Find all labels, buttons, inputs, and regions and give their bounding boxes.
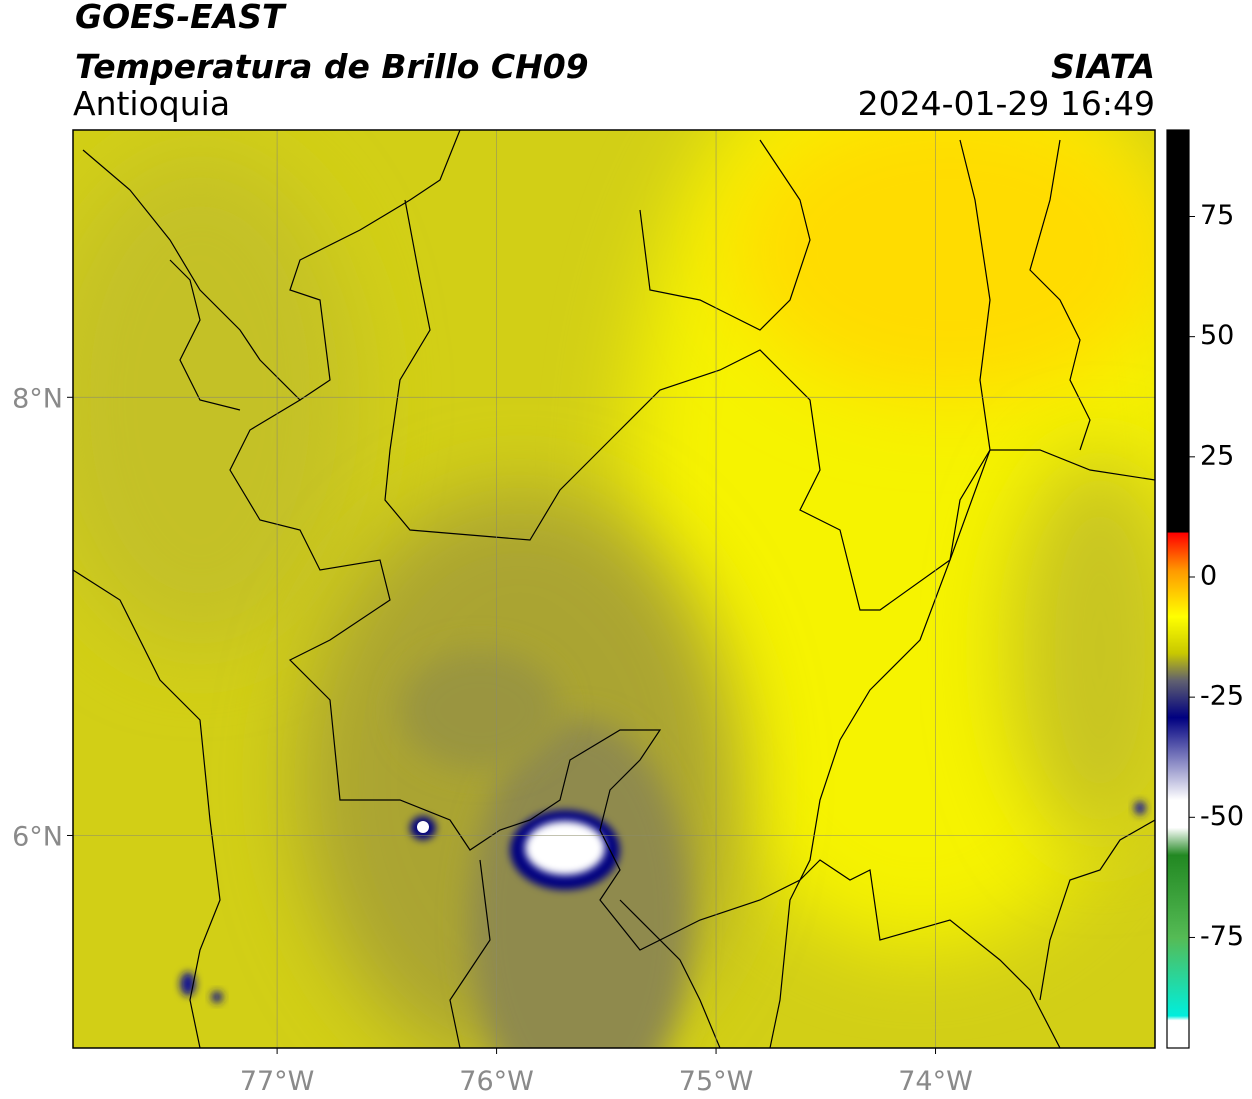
subtitle: Temperatura de Brillo CH09 bbox=[75, 47, 589, 86]
colorbar bbox=[1166, 129, 1190, 1049]
colorbar-tick-label: 75 bbox=[1200, 200, 1234, 231]
y-tick-label: 6°N bbox=[12, 821, 63, 852]
x-tick-label: 74°W bbox=[898, 1066, 973, 1097]
colorbar-tick-label: -50 bbox=[1200, 801, 1244, 832]
x-tick-label: 76°W bbox=[459, 1066, 534, 1097]
source: SIATA bbox=[1051, 47, 1155, 86]
colorbar-tick-label: -25 bbox=[1200, 681, 1244, 712]
x-tick-label: 77°W bbox=[240, 1066, 315, 1097]
colorbar-ticks: -75 -50 -25 0 25 50 75 bbox=[1189, 200, 1244, 952]
colorbar-tick-label: 0 bbox=[1200, 560, 1217, 591]
y-tick-label: 8°N bbox=[12, 383, 63, 414]
graticule: 77°W 76°W 75°W 74°W 6°N 8°N bbox=[12, 130, 1155, 1097]
map-frame bbox=[72, 129, 1156, 1049]
title: GOES-EAST bbox=[75, 0, 287, 36]
datetime: 2024-01-29 16:49 bbox=[858, 84, 1155, 123]
colorbar-tick-label: 25 bbox=[1200, 440, 1234, 471]
colorbar-tick-label: 50 bbox=[1200, 320, 1234, 351]
map-image bbox=[73, 130, 1155, 1048]
x-tick-label: 75°W bbox=[679, 1066, 754, 1097]
colorbar-tick-label: -75 bbox=[1200, 921, 1244, 952]
region: Antioquia bbox=[73, 84, 230, 123]
